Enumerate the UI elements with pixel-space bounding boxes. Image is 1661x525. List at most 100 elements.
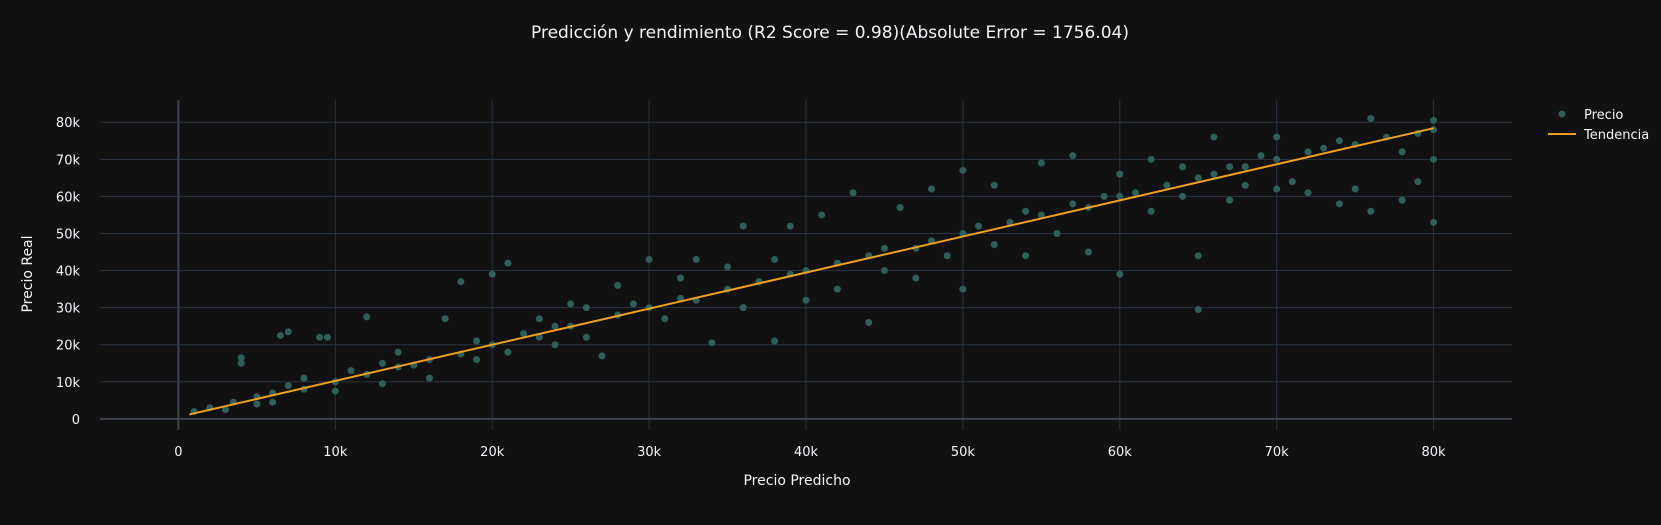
data-point: [1367, 207, 1375, 215]
data-point: [1022, 207, 1030, 215]
y-tick-label: 40k: [56, 265, 81, 280]
data-point: [378, 359, 386, 367]
data-point: [975, 222, 983, 230]
data-point: [1053, 229, 1061, 237]
data-point: [1179, 192, 1187, 200]
data-point: [661, 315, 669, 323]
data-point: [425, 374, 433, 382]
data-point: [378, 380, 386, 388]
data-point: [692, 255, 700, 263]
data-point: [645, 255, 653, 263]
axis-ticks: 0 10k 20k 30k 40k 50k 60k 70k 80k 0 10k 20k 30k 40k 50…: [56, 116, 1446, 460]
y-tick-label: 70k: [56, 153, 81, 168]
data-point: [614, 281, 622, 289]
data-point: [1273, 185, 1281, 193]
data-point: [1084, 248, 1092, 256]
data-point: [880, 244, 888, 252]
data-point: [1100, 192, 1108, 200]
data-point: [865, 318, 873, 326]
data-point: [739, 222, 747, 230]
y-tick-label: 30k: [56, 302, 81, 317]
data-point: [300, 374, 308, 382]
data-point: [1335, 137, 1343, 145]
data-point: [237, 359, 245, 367]
data-point: [237, 354, 245, 362]
x-tick-label: 20k: [480, 445, 505, 460]
data-point: [363, 313, 371, 321]
data-point: [323, 333, 331, 341]
legend-item-tendencia[interactable]: Tendencia: [1548, 128, 1649, 143]
data-point: [1116, 192, 1124, 200]
data-point: [959, 166, 967, 174]
data-point: [1241, 163, 1249, 171]
y-tick-label: 0: [72, 413, 80, 428]
y-tick-label: 10k: [56, 376, 81, 391]
data-point: [1037, 211, 1045, 219]
data-point: [1398, 148, 1406, 156]
x-tick-label: 0: [174, 445, 182, 460]
data-point: [880, 267, 888, 275]
chart-title: Predicción y rendimiento (R2 Score = 0.9…: [531, 23, 1129, 43]
data-point: [724, 263, 732, 271]
x-tick-label: 50k: [951, 445, 976, 460]
data-point: [520, 330, 528, 338]
data-point: [849, 189, 857, 197]
data-point: [253, 400, 261, 408]
data-point: [1037, 159, 1045, 167]
data-point: [818, 211, 826, 219]
data-point: [912, 274, 920, 282]
x-tick-label: 40k: [794, 445, 819, 460]
data-point: [1367, 115, 1375, 123]
data-point: [943, 252, 951, 260]
data-point: [1022, 252, 1030, 260]
data-point: [551, 322, 559, 330]
data-point: [473, 356, 481, 364]
data-point: [284, 382, 292, 390]
y-tick-label: 60k: [56, 190, 81, 205]
data-point: [1069, 152, 1077, 160]
data-point: [551, 341, 559, 349]
data-point: [802, 296, 810, 304]
data-point: [473, 337, 481, 345]
data-point: [771, 255, 779, 263]
data-point: [990, 241, 998, 249]
data-point: [457, 278, 465, 286]
data-point: [896, 204, 904, 212]
data-point: [1226, 163, 1234, 171]
data-point: [1257, 152, 1265, 160]
data-point: [1304, 189, 1312, 197]
data-point: [1430, 116, 1438, 124]
legend-label-precio: Precio: [1584, 108, 1623, 123]
y-tick-label: 50k: [56, 227, 81, 242]
trend-line: [189, 127, 1434, 416]
data-point: [269, 398, 277, 406]
x-tick-label: 80k: [1422, 445, 1447, 460]
data-point: [1430, 218, 1438, 226]
data-point: [1194, 252, 1202, 260]
data-point: [504, 259, 512, 267]
data-point: [582, 304, 590, 312]
data-point: [1304, 148, 1312, 156]
data-point: [1131, 189, 1139, 197]
data-point: [1194, 174, 1202, 182]
data-point: [1179, 163, 1187, 171]
data-point: [284, 328, 292, 336]
data-point: [1398, 196, 1406, 204]
data-point: [1273, 155, 1281, 163]
data-point: [582, 333, 590, 341]
data-point: [771, 337, 779, 345]
trend-lines: [189, 127, 1434, 416]
data-point: [833, 285, 841, 293]
x-axis-title: Precio Predicho: [743, 473, 850, 489]
data-point: [1147, 207, 1155, 215]
data-point: [708, 339, 716, 347]
data-point: [629, 300, 637, 308]
data-point: [1147, 155, 1155, 163]
x-tick-label: 30k: [637, 445, 662, 460]
legend-item-precio[interactable]: Precio: [1558, 108, 1624, 123]
data-point: [441, 315, 449, 323]
data-point: [1069, 200, 1077, 208]
data-point: [222, 406, 230, 414]
data-point: [1351, 185, 1359, 193]
